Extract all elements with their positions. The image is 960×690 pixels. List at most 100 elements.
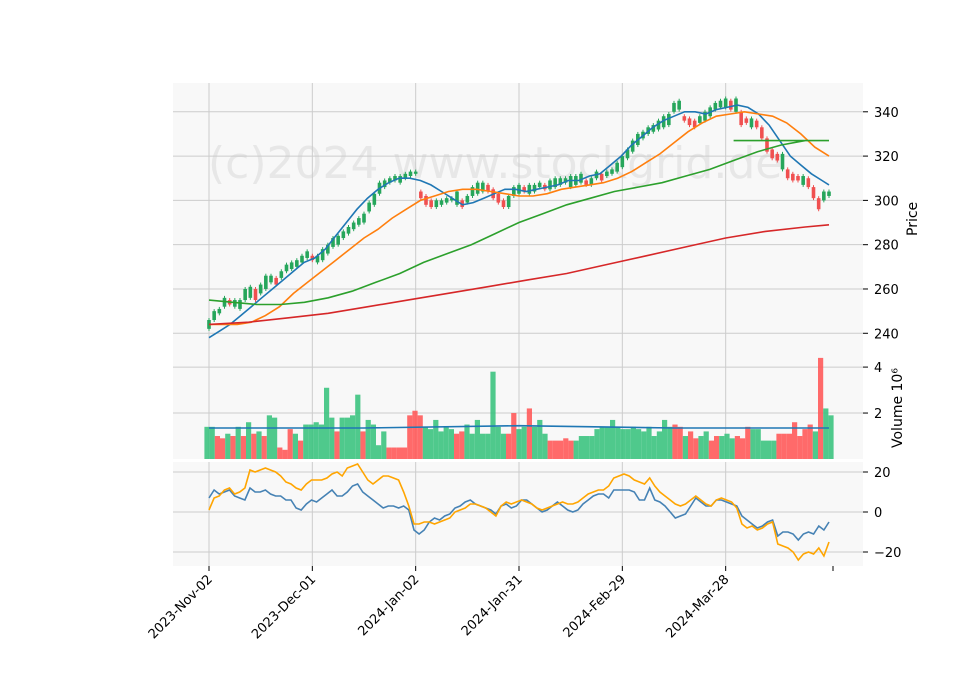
candle-body — [651, 125, 656, 132]
candle-body — [357, 218, 361, 225]
candle-body — [630, 140, 635, 152]
candle-body — [682, 116, 687, 121]
volume-bar — [724, 433, 730, 459]
volume-bar — [823, 408, 829, 459]
candle-body — [506, 195, 511, 208]
volume-bar — [396, 447, 402, 459]
volume-bar — [589, 436, 595, 459]
candle-body — [217, 308, 222, 314]
volume-bar — [688, 431, 694, 459]
y-tick-label: 340 — [874, 106, 899, 121]
volume-bar — [365, 419, 371, 459]
volume-bar — [786, 433, 792, 459]
volume-bar — [542, 433, 548, 459]
candle-body — [537, 182, 542, 188]
oscillator-line — [208, 463, 830, 562]
moving-average-line — [209, 110, 830, 326]
candle-body — [326, 244, 330, 254]
volume-bar — [448, 429, 454, 459]
volume-bar — [594, 429, 600, 459]
candle-body — [625, 149, 630, 159]
volume-bar — [563, 438, 569, 459]
candle-body — [791, 173, 795, 181]
price-series — [207, 96, 831, 339]
candle-body — [439, 200, 444, 205]
candle-body — [739, 111, 743, 126]
volume-bar — [516, 429, 522, 459]
volume-bar — [438, 431, 444, 459]
volume-bar — [303, 424, 309, 459]
candle-body — [398, 176, 402, 183]
candle-body — [295, 260, 299, 267]
candle-body — [419, 191, 423, 199]
price-axis-label: Price — [905, 202, 921, 236]
y-tick-label: 260 — [874, 283, 899, 298]
volume-bar — [672, 424, 678, 459]
candle-body — [253, 288, 258, 301]
x-tick-label: 2024-Jan-02 — [355, 572, 422, 639]
candle-body — [315, 255, 320, 263]
volume-bar — [630, 426, 636, 459]
moving-average-line — [208, 104, 830, 339]
volume-bar — [469, 433, 475, 459]
volume-bar — [807, 424, 813, 459]
candle-body — [667, 114, 671, 126]
volume-bar — [464, 424, 470, 459]
volume-bar — [277, 447, 283, 459]
volume-bar — [246, 422, 252, 459]
volume-bar — [719, 436, 725, 459]
candle-body — [698, 116, 702, 123]
volume-bar — [729, 438, 735, 459]
volume-average-line — [209, 424, 829, 429]
volume-bar — [521, 426, 527, 459]
volume-bar — [558, 440, 564, 459]
candle-body — [672, 102, 676, 112]
volume-bar — [708, 440, 714, 459]
candle-body — [677, 100, 681, 110]
volume-bar — [412, 410, 418, 459]
volume-bar — [376, 445, 382, 459]
volume-bar — [261, 436, 267, 459]
candle-body — [465, 195, 470, 203]
x-tick-label: 2023-Dec-01 — [249, 572, 319, 642]
candle-body — [408, 171, 413, 177]
candle-body — [661, 116, 666, 128]
candle-body — [289, 262, 294, 270]
candle-body — [827, 191, 831, 196]
moving-average-line — [208, 139, 829, 306]
volume-bar — [537, 419, 543, 459]
volume-bar — [610, 419, 616, 459]
candle-body — [796, 176, 800, 181]
volume-bar — [802, 429, 808, 459]
volume-bar — [417, 415, 423, 459]
candle-body — [744, 118, 749, 123]
candle-body — [248, 286, 253, 298]
candle-body — [723, 98, 728, 108]
volume-bar — [402, 447, 408, 459]
volume-bar — [490, 371, 496, 459]
watermark: (c)2024 www.stockgrid.de — [208, 138, 782, 189]
candle-body — [775, 153, 780, 161]
x-tick-label: 2024-Mar-28 — [663, 572, 732, 641]
volume-bar — [625, 429, 631, 459]
volume-bar — [766, 440, 772, 459]
volume-bar — [792, 422, 798, 459]
volume-bar — [292, 433, 298, 459]
volume-bar — [584, 436, 590, 459]
candle-body — [424, 195, 428, 205]
y-tick-label: 300 — [874, 194, 899, 209]
volume-bar — [745, 426, 751, 459]
volume-bar — [355, 394, 361, 459]
volume-bar — [750, 429, 756, 459]
volume-bar — [734, 436, 740, 459]
volume-bar — [599, 426, 605, 459]
candle-body — [393, 176, 397, 181]
candle-body — [284, 264, 289, 272]
candle-body — [264, 275, 268, 289]
candle-body — [351, 222, 356, 230]
candle-body — [403, 173, 408, 179]
candle-body — [336, 235, 340, 245]
volume-bar — [350, 415, 356, 459]
volume-bar — [662, 419, 668, 459]
